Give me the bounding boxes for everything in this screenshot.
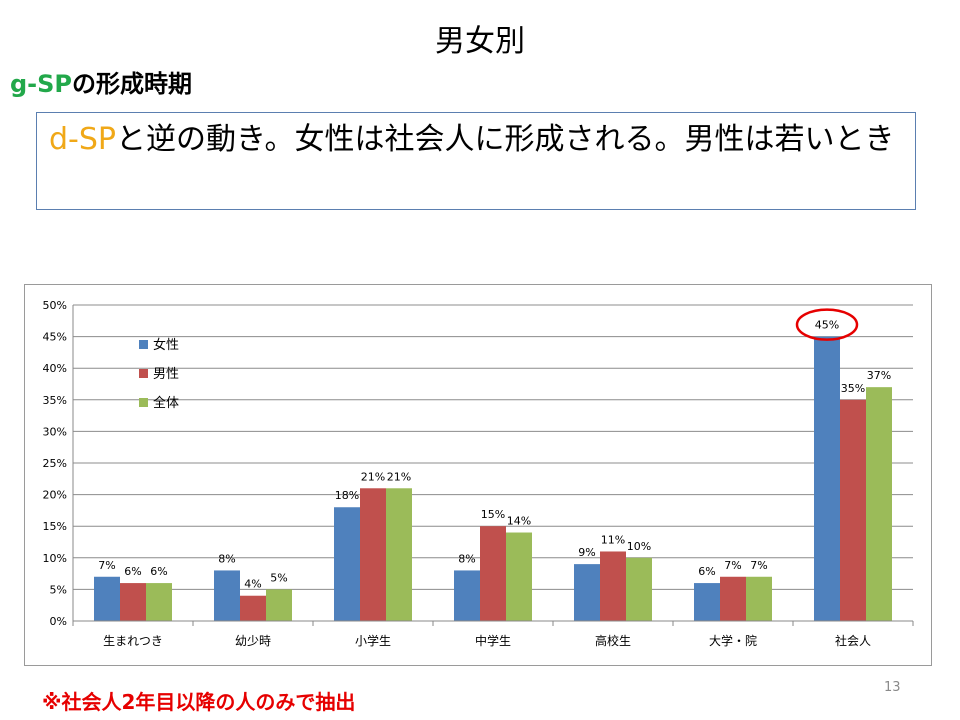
legend-swatch: [139, 369, 148, 378]
highlight-circle: [795, 308, 859, 341]
bar: [454, 570, 480, 621]
bar: [506, 532, 532, 621]
bar: [866, 387, 892, 621]
x-tick-label: 社会人: [835, 633, 871, 648]
data-label: 7%: [750, 559, 767, 572]
legend-label: 男性: [153, 367, 179, 382]
data-label: 35%: [841, 382, 865, 395]
legend-swatch: [139, 340, 148, 349]
callout-box: d-SPと逆の動き。女性は社会人に形成される。男性は若いとき: [36, 112, 916, 210]
bar: [694, 583, 720, 621]
bar: [214, 570, 240, 621]
y-tick-label: 35%: [43, 394, 67, 407]
bar-chart: 0% 5% 10% 15% 20% 25% 30% 35% 40% 45% 50% 7% 6% 6% 生まれ…: [43, 299, 914, 648]
bar: [600, 551, 626, 621]
slide-title: 男女別: [435, 24, 525, 59]
data-label: 37%: [867, 369, 891, 382]
data-label: 4%: [244, 578, 261, 591]
y-tick-label: 5%: [50, 583, 67, 596]
y-tick-label: 20%: [43, 489, 67, 502]
data-label: 9%: [578, 546, 595, 559]
bar: [360, 488, 386, 621]
page-number: 13: [884, 680, 901, 695]
bar: [574, 564, 600, 621]
data-label: 45%: [815, 319, 839, 332]
bar: [266, 589, 292, 621]
y-tick-label: 30%: [43, 425, 67, 438]
bar: [146, 583, 172, 621]
data-label: 6%: [150, 565, 167, 578]
legend-label: 全体: [153, 395, 179, 411]
data-label: 7%: [724, 559, 741, 572]
data-label: 8%: [218, 552, 235, 565]
bar: [814, 336, 840, 621]
bar: [386, 488, 412, 621]
data-label: 7%: [98, 559, 115, 572]
y-tick-label: 0%: [50, 615, 67, 628]
heading-highlight: g-SP: [10, 70, 73, 98]
bar: [334, 507, 360, 621]
x-tick-label: 高校生: [595, 633, 631, 648]
y-tick-label: 45%: [43, 331, 67, 344]
heading-rest: の形成時期: [72, 70, 193, 98]
data-label: 11%: [601, 533, 625, 546]
bar: [480, 526, 506, 621]
y-tick-label: 40%: [43, 362, 67, 375]
data-label: 21%: [361, 470, 385, 483]
data-label: 18%: [335, 489, 359, 502]
bar: [94, 576, 120, 621]
bar: [626, 557, 652, 621]
y-tick-label: 15%: [43, 520, 67, 533]
bar: [720, 576, 746, 621]
data-label: 6%: [124, 565, 141, 578]
data-label: 15%: [481, 508, 505, 521]
bar: [746, 576, 772, 621]
bar: [120, 583, 146, 621]
x-tick-label: 小学生: [355, 633, 391, 648]
legend-swatch: [139, 398, 148, 407]
footnote: ※社会人2年目以降の人のみで抽出: [42, 690, 356, 714]
y-tick-label: 25%: [43, 457, 67, 470]
y-tick-label: 10%: [43, 552, 67, 565]
x-tick-label: 幼少時: [235, 634, 271, 648]
section-heading: g-SPの形成時期: [10, 64, 192, 99]
callout-highlight: d-SP: [49, 122, 117, 157]
x-tick-label: 生まれつき: [103, 634, 163, 648]
bar: [840, 399, 866, 621]
data-label: 8%: [458, 552, 475, 565]
chart-frame: 0% 5% 10% 15% 20% 25% 30% 35% 40% 45% 50% 7% 6% 6% 生まれ…: [24, 284, 932, 666]
data-label: 6%: [698, 565, 715, 578]
legend-label: 女性: [153, 337, 179, 353]
data-label: 14%: [507, 515, 531, 528]
data-label: 21%: [387, 470, 411, 483]
data-label: 5%: [270, 571, 287, 584]
callout-text: と逆の動き。女性は社会人に形成される。男性は若いとき: [116, 122, 895, 157]
data-label: 10%: [627, 540, 651, 553]
x-tick-label: 中学生: [475, 633, 511, 648]
x-tick-label: 大学・院: [709, 633, 757, 648]
y-tick-label: 50%: [43, 299, 67, 312]
bar: [240, 595, 266, 621]
